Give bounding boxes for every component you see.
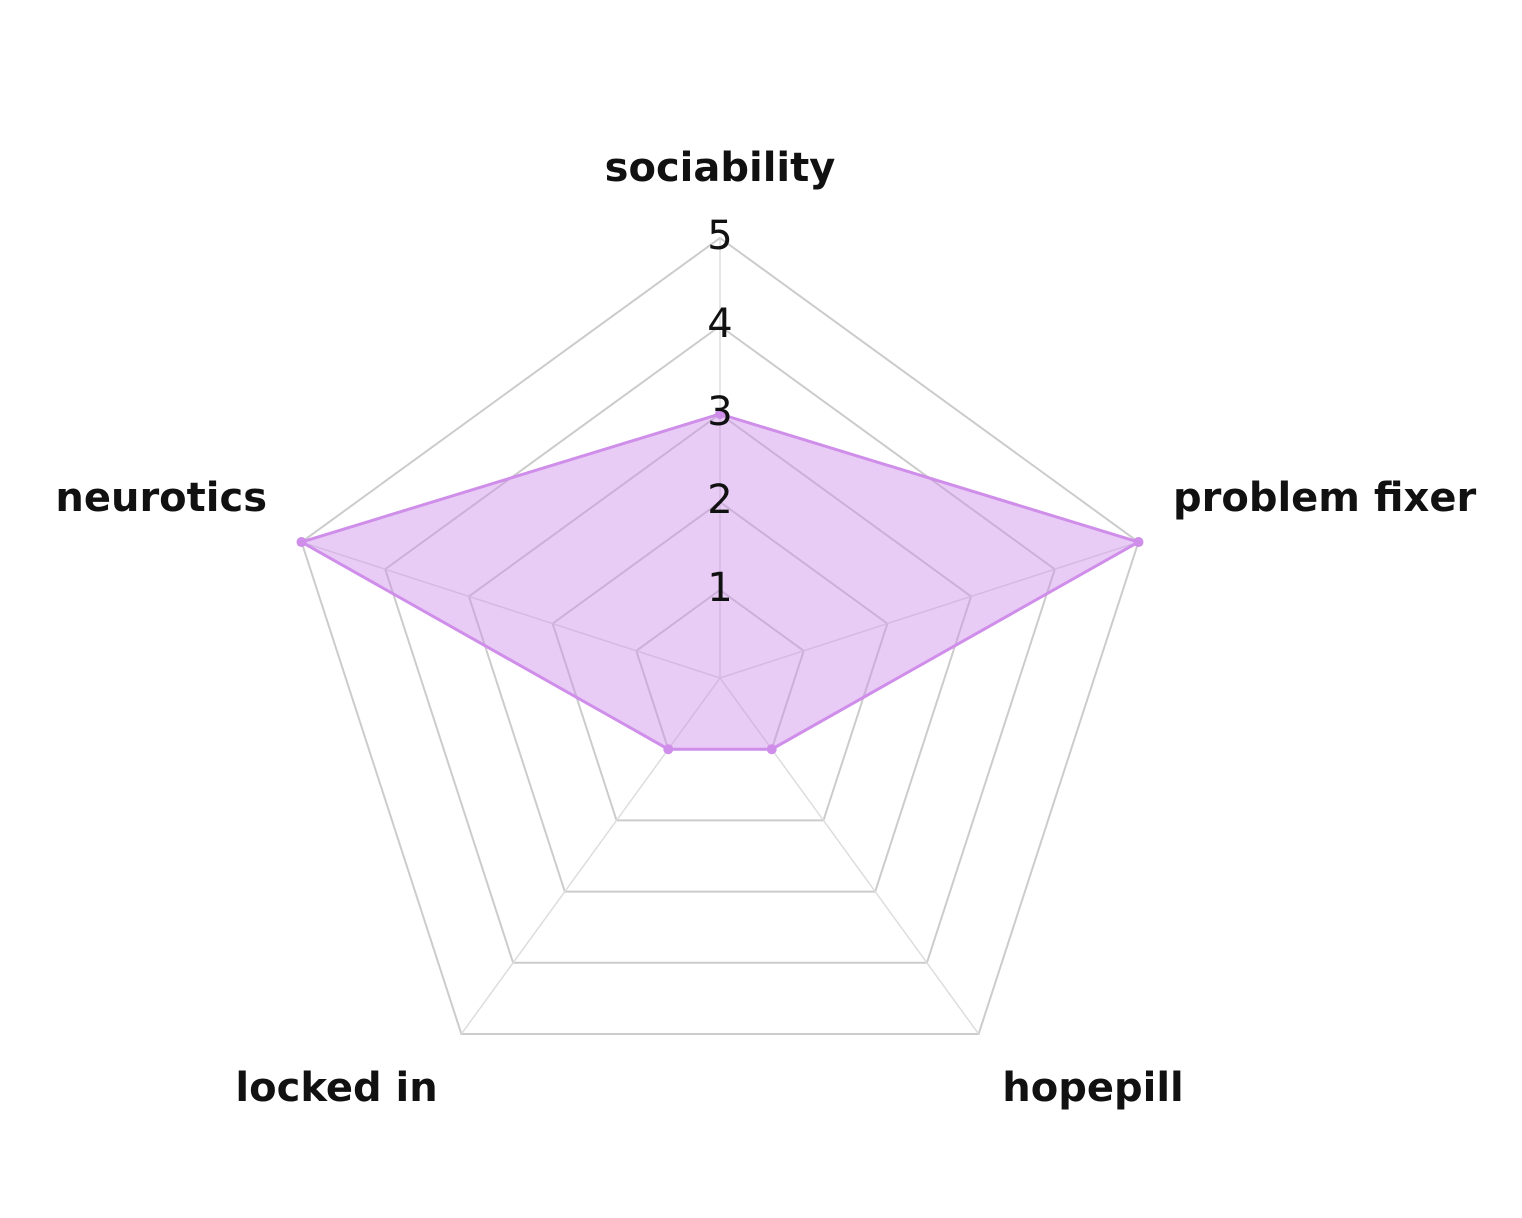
r-tick-label: 1 [707,565,732,611]
spoke [301,541,721,679]
grid-ring [300,236,1140,1035]
grid-ring [551,500,889,822]
radar-point [715,409,725,419]
radar-point [663,744,674,755]
axis-label: sociability [605,145,836,191]
radar-point [296,537,307,548]
axis-label: locked in [235,1065,437,1111]
r-tick-label: 2 [707,477,732,523]
r-tick-label: 4 [707,301,732,347]
radar-point [1133,537,1144,548]
radar-area [297,412,1143,751]
grid-ring [467,412,973,893]
axis-label: hopepill [1002,1065,1183,1111]
grid-ring [384,324,1056,964]
radar-point [766,744,777,755]
axis-label: neurotics [55,475,267,521]
spoke [719,677,980,1035]
r-tick-label: 5 [707,213,732,259]
spoke [719,541,1139,679]
axis-label: problem fixer [1173,475,1476,521]
r-tick-label: 3 [707,389,732,435]
spoke [460,677,721,1035]
